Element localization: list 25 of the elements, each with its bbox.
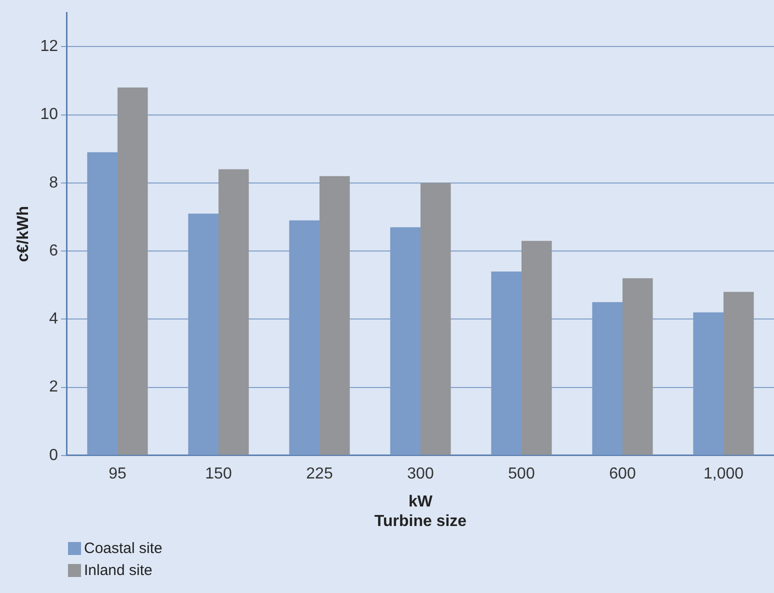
y-tick-label: 2 bbox=[49, 378, 58, 396]
bar bbox=[117, 88, 148, 455]
y-tick-label: 8 bbox=[49, 174, 58, 192]
bar bbox=[320, 176, 350, 455]
bar bbox=[522, 240, 552, 455]
x-tick-label: 1,000 bbox=[703, 465, 744, 482]
x-tick-label: 95 bbox=[108, 465, 126, 482]
bar bbox=[218, 169, 249, 455]
bar bbox=[724, 292, 754, 455]
x-tick-label: 600 bbox=[609, 465, 636, 482]
x-tick-label: 150 bbox=[205, 465, 232, 482]
legend-label: Coastal site bbox=[84, 540, 162, 556]
x-axis-title: kW Turbine size bbox=[374, 494, 467, 530]
y-tick-label: 4 bbox=[49, 310, 58, 328]
y-tick-label: 6 bbox=[49, 242, 58, 260]
y-tick-label: 0 bbox=[49, 446, 58, 464]
legend-label: Inland site bbox=[84, 562, 152, 578]
x-tick-label: 500 bbox=[508, 465, 535, 482]
y-tick-label: 10 bbox=[40, 106, 58, 124]
y-tick-label: 12 bbox=[40, 38, 58, 56]
bar bbox=[622, 278, 653, 455]
bar bbox=[420, 182, 451, 455]
y-axis-title: c€/kWh bbox=[15, 206, 32, 262]
x-tick-label: 225 bbox=[306, 465, 333, 482]
x-tick-label: 300 bbox=[407, 465, 434, 482]
